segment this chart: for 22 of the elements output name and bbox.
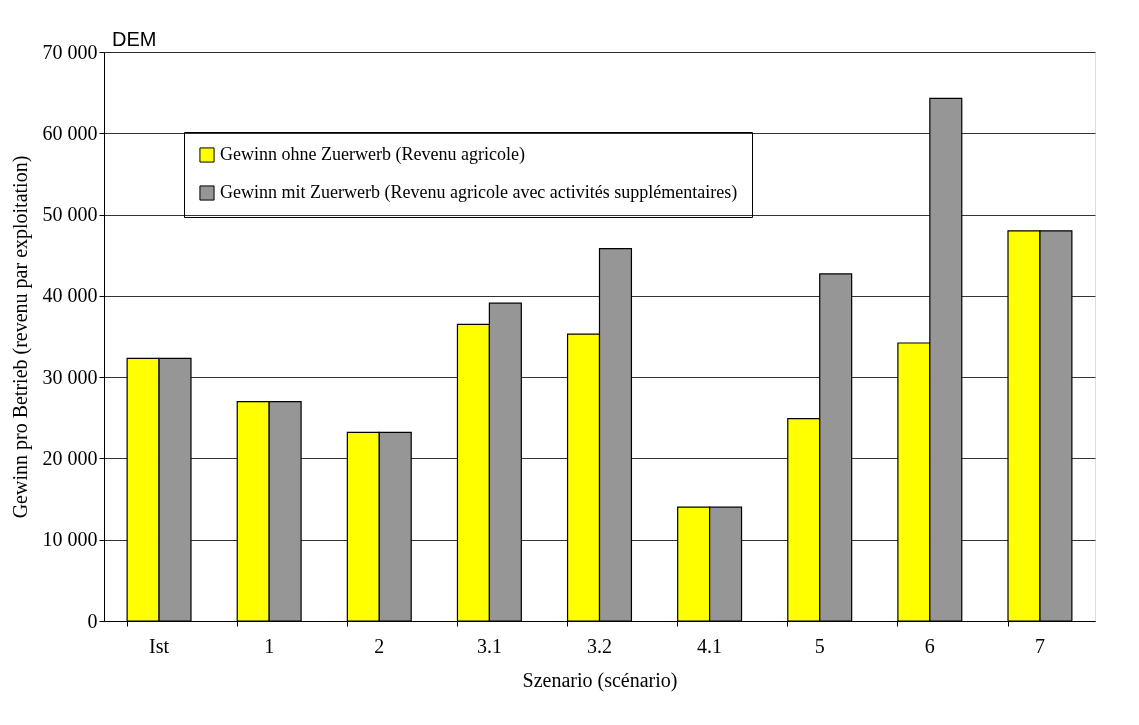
x-tick-label: 1 [264,634,275,657]
x-tick-label: 6 [924,634,935,657]
x-tick-label: 3.1 [476,634,502,657]
y-tick-label: 50 000 [42,203,98,226]
y-tick-label: 10 000 [42,528,98,551]
x-tick-label: 3.2 [587,634,612,657]
x-tick-label: 7 [1034,634,1045,657]
x-tick-label: 2 [374,634,385,657]
y-tick-label: 30 000 [42,365,98,388]
y-tick-label: 70 000 [42,40,98,63]
x-tick-label: Ist [149,634,170,657]
y-axis-title: Gewinn pro Betrieb (revenu par exploitation) [8,155,32,519]
y-tick-label: 20 000 [42,446,98,469]
legend-label: Gewinn mit Zuerwerb (Revenu agricole avec activités supplémentaires) [220,182,738,203]
y-tick-label: 60 000 [42,121,98,144]
y-tick-label: 0 [87,609,98,632]
y-tick-label: 40 000 [42,284,98,307]
legend-label: Gewinn ohne Zuerwerb (Revenu agricole) [220,144,525,165]
x-axis-title: Szenario (scénario) [522,668,678,692]
text: DEM [112,28,157,50]
x-tick-label: 5 [814,634,825,657]
x-tick-label: 4.1 [697,634,723,657]
